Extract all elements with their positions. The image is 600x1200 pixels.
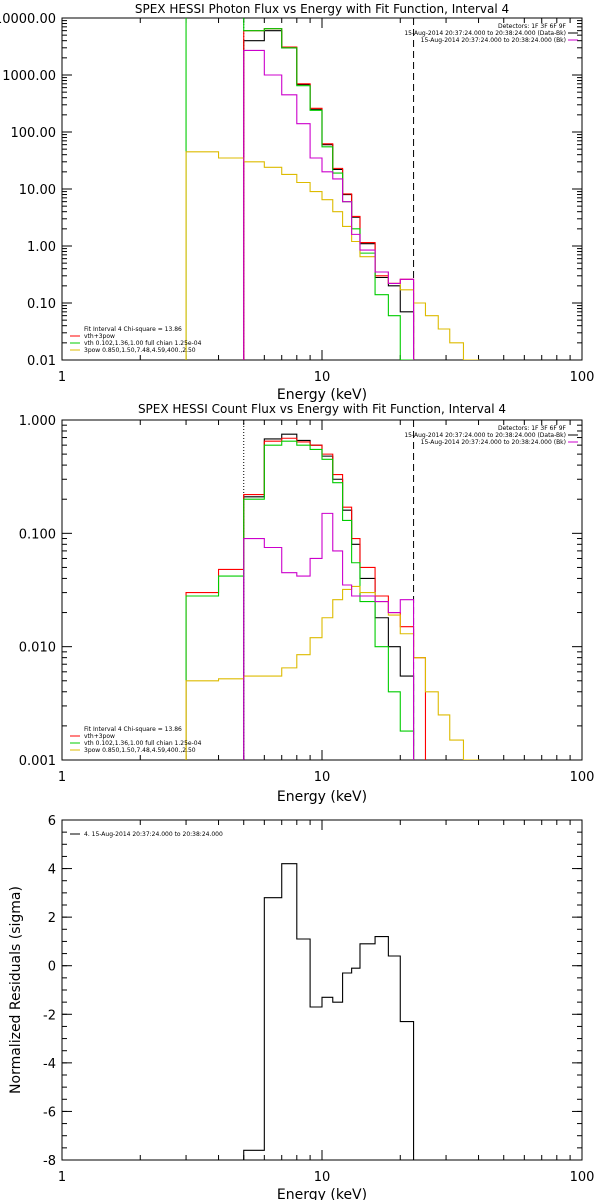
x-tick-label: 100	[570, 770, 595, 785]
y-tick-label: 10000.00	[0, 12, 56, 27]
y-tick-label: 1.000	[19, 414, 56, 429]
y-tick-label: 1.00	[27, 240, 56, 255]
x-tick-label: 100	[570, 1170, 595, 1185]
x-axis-label: Energy (keV)	[277, 1187, 367, 1200]
chart-title: SPEX HESSI Photon Flux vs Energy with Fi…	[135, 2, 509, 16]
photon-flux-panel: SPEX HESSI Photon Flux vs Energy with Fi…	[0, 2, 595, 403]
legend-entry: 15-Aug-2014 20:37:24.000 to 20:38:24.000…	[404, 30, 566, 37]
series-line	[243, 433, 415, 760]
y-tick-label: 4	[48, 863, 56, 878]
plot-frame	[61, 17, 583, 361]
y-tick-label: -8	[43, 1154, 56, 1169]
x-tick-label: 100	[570, 370, 595, 385]
legend-entry: 4. 15-Aug-2014 20:37:24.000 to 20:38:24.…	[84, 831, 223, 838]
series-group	[243, 863, 415, 1160]
series-line	[185, 585, 480, 760]
y-tick-label: 0.10	[27, 297, 56, 312]
y-tick-label: 6	[48, 814, 56, 829]
x-tick-label: 10	[314, 370, 331, 385]
legend-entry: 3pow 0.850,1.50,7.48,4.59,400.,2.50	[84, 347, 196, 354]
series-line	[185, 440, 415, 760]
x-axis-label: Energy (keV)	[277, 387, 367, 403]
series-group	[185, 18, 480, 360]
y-tick-label: 100.00	[11, 126, 57, 141]
legend-entry: vth+3pow	[84, 333, 115, 340]
y-tick-label: 0	[48, 960, 56, 975]
y-tick-label: -6	[43, 1105, 56, 1120]
legend-entry: vth 0.102,1.36,1.00 full chian 1.25e-04	[84, 340, 202, 347]
legend-entry: 15-Aug-2014 20:37:24.000 to 20:38:24.000…	[404, 432, 566, 439]
series-line	[243, 512, 415, 760]
legend-entry: Fit Interval 4 Chi-square = 13.86	[84, 726, 182, 733]
y-tick-label: 1000.00	[2, 69, 56, 84]
chart-title: SPEX HESSI Count Flux vs Energy with Fit…	[138, 402, 506, 416]
legend-entry: vth+3pow	[84, 733, 115, 740]
plot-frame	[61, 819, 583, 1161]
legend-entry: Fit Interval 4 Chi-square = 13.86	[84, 326, 182, 333]
x-tick-label: 1	[58, 370, 66, 385]
legend-entry: 15-Aug-2014 20:37:24.000 to 20:38:24.000…	[421, 37, 566, 44]
x-tick-label: 10	[314, 770, 331, 785]
plot-frame	[61, 419, 583, 761]
count-flux-panel: SPEX HESSI Count Flux vs Energy with Fit…	[19, 402, 595, 805]
y-axis-label: Normalized Residuals (sigma)	[8, 886, 24, 1094]
y-tick-label: 0.010	[19, 641, 56, 656]
legend-entry: vth 0.102,1.36,1.00 full chian 1.25e-04	[84, 740, 202, 747]
y-tick-label: 10.00	[19, 183, 56, 198]
legend-entry: 15-Aug-2014 20:37:24.000 to 20:38:24.000…	[421, 439, 566, 446]
series-line	[185, 437, 427, 760]
y-tick-label: -2	[43, 1008, 56, 1023]
series-line	[243, 863, 415, 1160]
y-tick-label: 0.100	[19, 527, 56, 542]
residuals-panel: Energy (keV) Normalized Residuals (sigma)…	[8, 814, 594, 1200]
y-tick-label: -4	[43, 1057, 56, 1072]
y-tick-label: 2	[48, 911, 56, 926]
series-line	[185, 151, 480, 360]
legend-entry: Detectors: 1F 3F 6F 9F	[498, 425, 567, 432]
x-axis-label: Energy (keV)	[277, 789, 367, 805]
legend-entry: 3pow 0.850,1.50,7.48,4.59,400.,2.50	[84, 747, 196, 754]
x-tick-label: 1	[58, 770, 66, 785]
x-tick-label: 10	[314, 1170, 331, 1185]
series-group	[185, 433, 480, 760]
series-line	[243, 49, 415, 360]
y-tick-label: 0.001	[19, 754, 56, 769]
y-tick-label: 0.01	[27, 354, 56, 369]
legend-entry: Detectors: 1F 3F 6F 9F	[498, 23, 567, 30]
x-tick-label: 1	[58, 1170, 66, 1185]
series-line	[185, 18, 415, 360]
